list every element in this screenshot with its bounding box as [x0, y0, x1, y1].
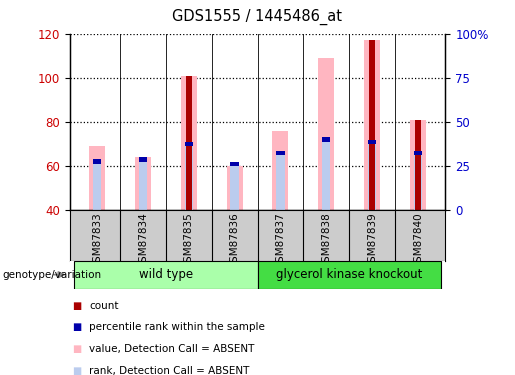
- Bar: [227, 166, 243, 210]
- Text: GSM87834: GSM87834: [138, 213, 148, 269]
- Bar: [318, 58, 334, 210]
- Bar: [93, 159, 101, 210]
- Bar: [135, 157, 151, 210]
- Text: genotype/variation: genotype/variation: [3, 270, 101, 280]
- Bar: [369, 40, 375, 210]
- Text: percentile rank within the sample: percentile rank within the sample: [89, 322, 265, 332]
- Text: GSM87839: GSM87839: [367, 213, 377, 269]
- Bar: [322, 137, 331, 142]
- Bar: [89, 146, 105, 210]
- Text: value, Detection Call = ABSENT: value, Detection Call = ABSENT: [89, 344, 254, 354]
- Bar: [410, 120, 426, 210]
- Text: GSM87840: GSM87840: [413, 213, 423, 269]
- Text: GSM87833: GSM87833: [92, 213, 102, 269]
- Text: GSM87835: GSM87835: [184, 213, 194, 269]
- Bar: [181, 76, 197, 210]
- Bar: [74, 261, 258, 289]
- Bar: [230, 162, 239, 166]
- Text: ■: ■: [72, 322, 81, 332]
- Bar: [414, 150, 422, 210]
- Bar: [186, 76, 192, 210]
- Bar: [184, 142, 193, 210]
- Bar: [368, 140, 376, 210]
- Bar: [277, 150, 285, 210]
- Text: ■: ■: [72, 344, 81, 354]
- Bar: [322, 137, 331, 210]
- Text: GDS1555 / 1445486_at: GDS1555 / 1445486_at: [173, 9, 342, 25]
- Bar: [272, 131, 288, 210]
- Bar: [230, 162, 239, 210]
- Bar: [277, 150, 285, 155]
- Text: ■: ■: [72, 301, 81, 310]
- Bar: [139, 157, 147, 162]
- Bar: [364, 40, 380, 210]
- Bar: [414, 150, 422, 155]
- Bar: [184, 142, 193, 146]
- Bar: [139, 157, 147, 210]
- Bar: [258, 261, 441, 289]
- Text: rank, Detection Call = ABSENT: rank, Detection Call = ABSENT: [89, 366, 249, 375]
- Text: ■: ■: [72, 366, 81, 375]
- Bar: [93, 159, 101, 164]
- Text: glycerol kinase knockout: glycerol kinase knockout: [276, 268, 422, 281]
- Text: GSM87838: GSM87838: [321, 213, 331, 269]
- Bar: [415, 120, 421, 210]
- Text: wild type: wild type: [139, 268, 193, 281]
- Text: GSM87837: GSM87837: [276, 213, 285, 269]
- Bar: [368, 140, 376, 144]
- Text: GSM87836: GSM87836: [230, 213, 239, 269]
- Text: count: count: [89, 301, 118, 310]
